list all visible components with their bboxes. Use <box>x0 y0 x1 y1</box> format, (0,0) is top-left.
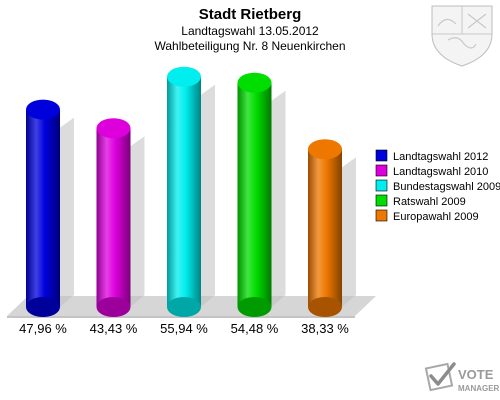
legend-swatch <box>375 149 388 162</box>
bar-shadow <box>342 157 356 307</box>
chart-floor-shadow <box>7 316 355 318</box>
legend: Landtagswahl 2012 Landtagswahl 2010 Bundes… <box>375 149 500 223</box>
legend-label: Europawahl 2009 <box>393 211 479 223</box>
legend-label: Bundestagswahl 2009 <box>393 181 500 193</box>
bar-shadow <box>201 84 215 307</box>
checkmark-icon <box>424 362 456 392</box>
legend-label: Landtagswahl 2010 <box>393 166 488 178</box>
value-label: 54,48 % <box>231 321 279 336</box>
bar-top <box>26 99 60 120</box>
legend-swatch <box>375 164 388 177</box>
bar-top <box>237 72 272 93</box>
bar-body <box>167 76 201 307</box>
value-label: 43,43 % <box>90 321 138 336</box>
value-label: 38,33 % <box>301 321 349 336</box>
logo-line2: MANAGER <box>458 384 500 393</box>
bar-base <box>26 297 60 317</box>
legend-swatch <box>375 179 388 192</box>
bar-top <box>167 66 201 87</box>
value-label: 55,94 % <box>160 321 208 336</box>
bars-group <box>26 66 356 317</box>
legend-swatch <box>375 209 388 222</box>
value-label: 47,96 % <box>19 321 67 336</box>
bar-body <box>96 128 131 307</box>
bar-shadow <box>271 90 286 307</box>
bar-shadow <box>130 136 145 307</box>
legend-label: Ratswahl 2009 <box>393 196 466 208</box>
legend-label: Landtagswahl 2012 <box>393 151 488 163</box>
bar-body <box>237 82 272 307</box>
logo-line1: VOTE <box>458 367 494 382</box>
chart-subtitle-district: Wahlbeteiligung Nr. 8 Neuenkirchen <box>155 39 346 53</box>
bar-shadow <box>60 117 74 307</box>
value-labels-group: 47,96 % 43,43 % 55,94 % 54,48 % 38,33 % <box>19 321 349 336</box>
legend-swatch <box>375 194 388 207</box>
bar-body <box>26 109 60 307</box>
bar-body <box>308 149 342 307</box>
bar-base <box>237 297 272 317</box>
bar-top <box>96 118 131 139</box>
votemanager-logo: VOTE MANAGER <box>424 362 500 393</box>
bar-base <box>167 297 201 317</box>
nrw-coat-of-arms-icon <box>431 5 493 67</box>
chart-subtitle-date: Landtagswahl 13.05.2012 <box>181 24 319 38</box>
chart-title: Stadt Rietberg <box>199 6 302 23</box>
bar-top <box>308 139 342 160</box>
bar-base <box>96 297 131 317</box>
bar-base <box>308 297 342 317</box>
